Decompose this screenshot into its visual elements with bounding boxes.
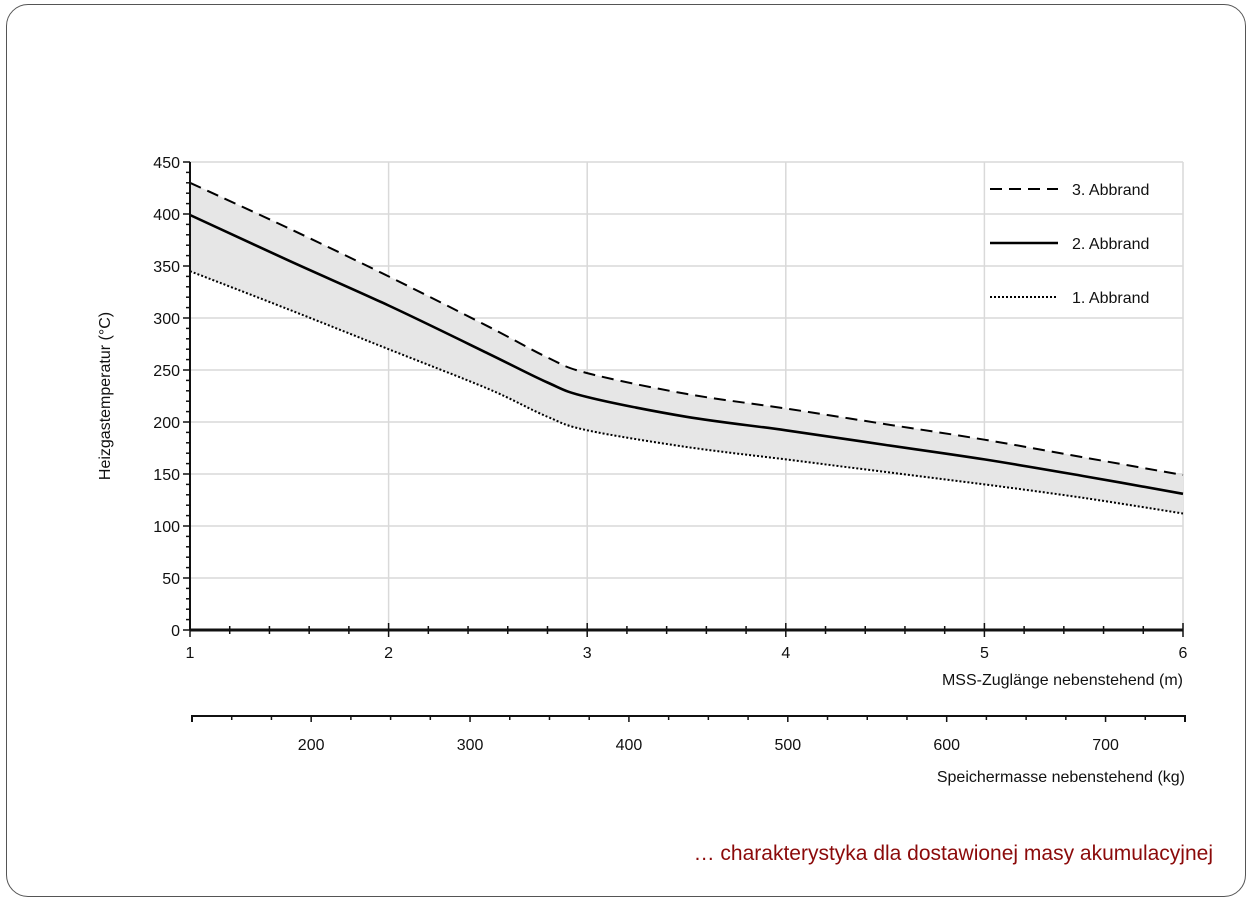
y-tick-label-300: 300 <box>153 311 180 328</box>
secondary-tick-label-300: 300 <box>457 737 484 754</box>
x-tick-label-3: 3 <box>583 645 592 662</box>
secondary-tick-label-500: 500 <box>774 737 801 754</box>
y-tick-label-250: 250 <box>153 363 180 380</box>
secondary-axis-title: Speichermasse nebenstehend (kg) <box>937 769 1185 786</box>
y-tick-label-200: 200 <box>153 415 180 432</box>
y-tick-label-350: 350 <box>153 259 180 276</box>
secondary-tick-label-200: 200 <box>298 737 325 754</box>
x-tick-label-1: 1 <box>186 645 195 662</box>
shaded-band <box>190 182 1183 514</box>
x-tick-label-5: 5 <box>980 645 989 662</box>
y-tick-label-50: 50 <box>162 571 180 588</box>
y-tick-label-150: 150 <box>153 467 180 484</box>
secondary-tick-label-600: 600 <box>933 737 960 754</box>
legend-label-1: 3. Abbrand <box>1072 182 1149 199</box>
y-tick-label-400: 400 <box>153 207 180 224</box>
x-tick-label-6: 6 <box>1179 645 1188 662</box>
y-tick-label-0: 0 <box>171 623 180 640</box>
x-tick-label-2: 2 <box>384 645 393 662</box>
series-line-3 <box>189 270 1184 515</box>
chart-caption: … charakterystyka dla dostawionej masy a… <box>693 842 1213 865</box>
y-axis-title: Heizgastemperatur (°C) <box>97 312 114 480</box>
series-line-2 <box>189 213 1184 496</box>
x-tick-label-4: 4 <box>781 645 790 662</box>
y-tick-label-450: 450 <box>153 155 180 172</box>
series-line-1 <box>189 181 1184 476</box>
legend-label-3: 1. Abbrand <box>1072 290 1149 307</box>
x-axis-title: MSS-Zuglänge nebenstehend (m) <box>942 672 1183 689</box>
secondary-tick-label-400: 400 <box>616 737 643 754</box>
y-tick-label-100: 100 <box>153 519 180 536</box>
secondary-tick-label-700: 700 <box>1092 737 1119 754</box>
legend-label-2: 2. Abbrand <box>1072 236 1149 253</box>
